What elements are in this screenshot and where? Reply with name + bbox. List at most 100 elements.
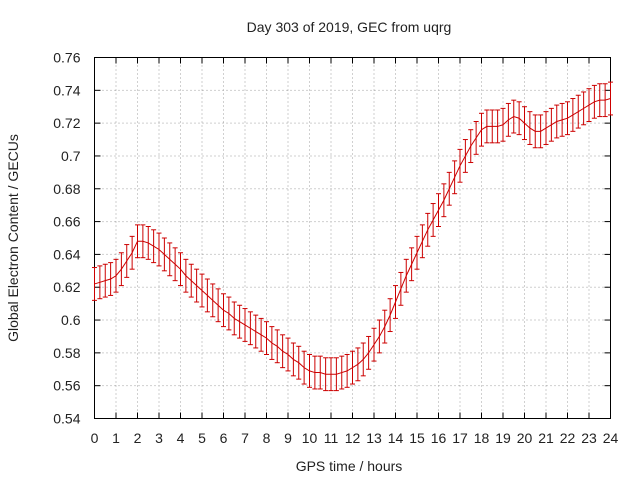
x-tick-label: 14 <box>388 430 404 446</box>
y-tick-label: 0.74 <box>53 82 80 98</box>
error-bar <box>371 327 377 362</box>
error-bar <box>409 247 415 282</box>
error-bar <box>323 357 329 392</box>
error-bar <box>548 107 554 142</box>
error-bar <box>135 224 140 259</box>
error-bar <box>479 112 484 147</box>
y-tick-label: 0.66 <box>53 214 80 230</box>
error-bar <box>178 252 183 287</box>
x-tick-label: 23 <box>581 430 597 446</box>
error-bar <box>559 102 565 137</box>
error-bar <box>247 311 253 346</box>
error-bar <box>581 91 587 126</box>
axis-ticks <box>94 57 611 419</box>
error-bar <box>602 83 608 118</box>
error-bar <box>108 262 114 296</box>
y-tick-label: 0.7 <box>61 148 81 164</box>
error-bar <box>419 224 425 259</box>
error-bar <box>360 342 366 377</box>
error-bar <box>333 357 339 392</box>
x-tick-label: 13 <box>366 430 382 446</box>
error-bar <box>129 235 135 270</box>
error-bar <box>145 226 151 260</box>
y-tick-label: 0.64 <box>53 246 80 262</box>
error-bar <box>565 101 570 136</box>
error-bar <box>226 296 232 331</box>
error-bar <box>452 160 458 195</box>
x-tick-label: 20 <box>517 430 533 446</box>
error-bar <box>156 232 162 267</box>
error-bar <box>210 283 216 318</box>
error-bar <box>102 263 108 298</box>
x-tick-label: 21 <box>538 430 554 446</box>
error-bar <box>505 102 511 137</box>
error-bar <box>113 258 119 293</box>
error-bar <box>500 107 506 142</box>
x-tick-label: 15 <box>409 430 425 446</box>
y-axis-label: Global Electron Content / GECUs <box>5 134 21 342</box>
error-bar <box>350 350 355 385</box>
y-tick-label: 0.72 <box>53 115 80 131</box>
error-bar <box>441 183 447 218</box>
error-bar <box>242 308 248 342</box>
y-tick-label: 0.62 <box>53 279 80 295</box>
error-bar <box>586 88 592 122</box>
y-tick-label: 0.58 <box>53 345 80 361</box>
error-bar <box>183 258 189 293</box>
chart-title: Day 303 of 2019, GEC from uqrg <box>247 19 452 35</box>
x-tick-label: 1 <box>112 430 120 446</box>
x-tick-label: 22 <box>560 430 576 446</box>
error-bar <box>425 212 431 247</box>
x-tick-label: 12 <box>345 430 361 446</box>
y-tick-label: 0.56 <box>53 378 80 394</box>
error-bar <box>204 278 210 313</box>
error-bar <box>188 263 194 298</box>
error-bar <box>473 120 479 155</box>
x-tick-label: 16 <box>431 430 447 446</box>
x-tick-label: 18 <box>474 430 490 446</box>
error-bar <box>516 101 522 136</box>
error-bar <box>457 148 463 183</box>
error-bar <box>221 293 226 328</box>
x-tick-label: 17 <box>452 430 468 446</box>
error-bar <box>532 114 538 149</box>
error-bar <box>462 139 468 173</box>
error-bar <box>570 98 576 132</box>
error-bar <box>376 319 382 354</box>
error-bar <box>366 335 372 370</box>
error-bar <box>264 321 269 356</box>
error-bar <box>398 271 404 306</box>
error-bar <box>495 109 501 144</box>
error-bar <box>253 314 259 349</box>
error-bar <box>543 111 549 145</box>
error-bar <box>301 350 307 385</box>
error-bar <box>231 301 237 336</box>
x-tick-label: 8 <box>263 430 271 446</box>
error-bar <box>382 309 388 344</box>
error-bar <box>430 203 436 237</box>
error-bar <box>511 99 517 134</box>
error-bar <box>151 229 157 264</box>
x-tick-label: 7 <box>241 430 249 446</box>
error-bar <box>414 235 420 270</box>
error-bar <box>199 273 205 308</box>
error-bar <box>167 242 173 277</box>
x-tick-label: 5 <box>198 430 206 446</box>
error-bar <box>608 81 613 116</box>
error-bar <box>339 355 345 390</box>
x-tick-label: 9 <box>284 430 292 446</box>
error-bar <box>484 109 490 144</box>
error-bar <box>269 326 275 360</box>
error-bar <box>393 285 398 319</box>
series-line <box>94 98 611 375</box>
x-axis-label: GPS time / hours <box>296 458 403 474</box>
error-bar <box>296 345 302 380</box>
error-bar <box>403 258 409 293</box>
error-bar <box>161 237 167 272</box>
error-bar <box>387 298 393 333</box>
error-bar <box>355 347 361 382</box>
error-bar <box>597 83 603 118</box>
error-bar <box>538 114 544 149</box>
y-tick-labels: 0.54 0.56 0.58 0.6 0.62 0.64 0.66 0.68 0.7 0.72 0.… <box>53 50 80 427</box>
